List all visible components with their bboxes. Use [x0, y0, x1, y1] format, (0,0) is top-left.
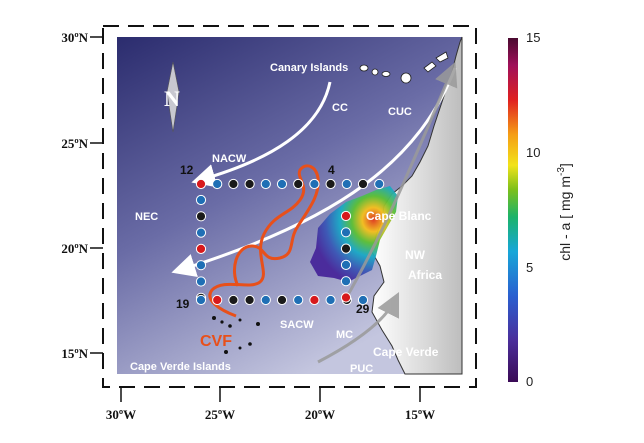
label-station-19: 19: [176, 297, 190, 311]
station-marker: [260, 178, 271, 190]
label-sacw: SACW: [280, 319, 314, 331]
station-marker: [309, 178, 320, 190]
station-marker: [195, 194, 207, 206]
station-marker: [340, 276, 352, 287]
label-cuc: CUC: [388, 106, 412, 118]
colorbar-tick-15: 15: [526, 30, 540, 45]
lat-label-15: 15ºN: [61, 346, 88, 361]
lat-ticks: [90, 36, 103, 354]
label-africa: Africa: [408, 268, 442, 282]
station-marker: [309, 294, 320, 306]
station-marker: [195, 227, 207, 238]
station-marker: [293, 178, 304, 190]
north-label: N: [164, 86, 180, 111]
station-marker: [325, 178, 336, 190]
colorbar-tick-0: 0: [526, 374, 533, 389]
station-marker: [357, 294, 369, 306]
station-marker: [195, 211, 207, 222]
station-marker: [276, 294, 288, 306]
lon-label-30: 30ºW: [106, 407, 136, 422]
label-cape-verde: Cape Verde: [373, 345, 439, 359]
label-cvf: CVF: [200, 333, 232, 350]
station-marker: [340, 292, 352, 303]
colorbar: [508, 38, 518, 382]
station-marker: [293, 294, 304, 306]
label-cape-verde-islands: Cape Verde Islands: [130, 361, 231, 373]
label-nec: NEC: [135, 211, 158, 223]
map-frame: [102, 25, 477, 388]
station-marker: [357, 178, 369, 190]
lon-label-15: 15ºW: [405, 407, 435, 422]
station-marker: [374, 178, 385, 190]
station-marker: [325, 294, 336, 306]
station-marker: [276, 178, 288, 190]
lon-ticks: [120, 387, 421, 402]
label-station-12: 12: [180, 163, 194, 177]
colorbar-tick-5: 5: [526, 260, 533, 275]
station-marker: [228, 294, 239, 306]
station-marker: [195, 260, 207, 271]
cvf-front-line: [208, 164, 320, 318]
north-arrow-icon: [166, 61, 180, 133]
station-marker: [195, 178, 207, 190]
station-marker: [195, 276, 207, 287]
station-marker: [244, 178, 255, 190]
station-marker: [228, 178, 239, 190]
lat-label-30: 30ºN: [61, 30, 88, 45]
label-station-4: 4: [328, 163, 335, 177]
label-mc: MC: [336, 329, 353, 341]
station-marker: [195, 294, 207, 306]
station-marker: [212, 294, 223, 306]
chlorophyll-bloom: [310, 186, 398, 282]
station-marker: [212, 178, 223, 190]
label-cc: CC: [332, 102, 348, 114]
station-marker: [340, 259, 352, 270]
stations-layer: [195, 178, 385, 306]
colorbar-label: chl - a [ mg m-3]: [556, 163, 573, 261]
mc-current-arrow: [317, 291, 400, 364]
label-nw: NW: [405, 248, 426, 262]
cuc-current-arrow: [343, 61, 458, 301]
label-puc: PUC: [350, 363, 373, 375]
station-marker: [340, 210, 352, 222]
label-station-29: 29: [356, 302, 370, 316]
label-nacw: NACW: [212, 153, 247, 165]
lat-label-25: 25ºN: [61, 136, 88, 151]
label-canary-islands: Canary Islands: [270, 62, 348, 74]
station-marker: [244, 294, 255, 306]
lat-label-20: 20ºN: [61, 241, 88, 256]
lon-label-20: 20ºW: [305, 407, 335, 422]
canary-islands-shapes: [359, 51, 449, 84]
station-marker: [195, 243, 207, 254]
label-cape-blanc: Cape Blanc: [366, 209, 432, 223]
station-marker: [340, 227, 352, 238]
lon-label-25: 25ºW: [205, 407, 235, 422]
station-marker: [341, 178, 352, 190]
cape-verde-islands-shapes: [212, 316, 260, 354]
colorbar-tick-10: 10: [526, 145, 540, 160]
station-marker: [340, 243, 352, 254]
station-marker: [260, 294, 271, 306]
canary-current-arrow: [191, 81, 332, 188]
